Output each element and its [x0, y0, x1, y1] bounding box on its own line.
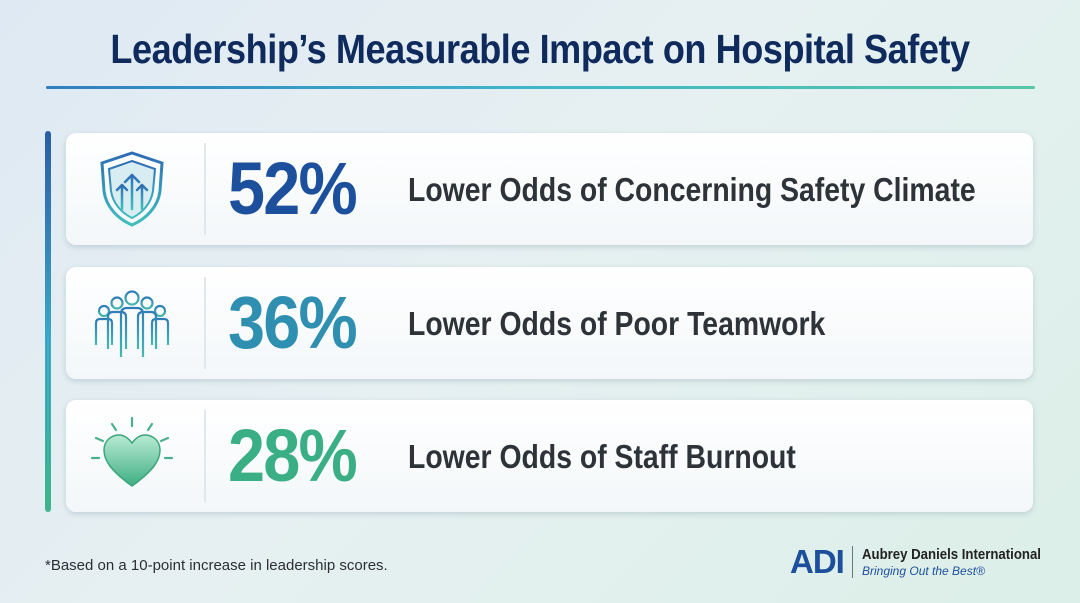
stat-value: 36% — [228, 281, 358, 364]
stat-label: Lower Odds of Concerning Safety Climate — [408, 171, 976, 208]
brand-name: Aubrey Daniels International — [862, 546, 1041, 563]
card-divider — [204, 277, 206, 369]
stat-value: 52% — [228, 147, 358, 230]
brand-tagline: Bringing Out the Best® — [862, 564, 985, 578]
stat-card-safety-climate: 52% Lower Odds of Concerning Safety Clim… — [66, 133, 1033, 245]
page-title: Leadership’s Measurable Impact on Hospit… — [110, 26, 970, 72]
card-divider — [204, 143, 206, 235]
stat-label: Lower Odds of Staff Burnout — [408, 438, 796, 475]
footnote: *Based on a 10-point increase in leaders… — [45, 557, 388, 574]
brand-divider — [852, 546, 853, 578]
glowing-heart-icon — [90, 414, 174, 498]
card-divider — [204, 410, 206, 502]
stat-card-teamwork: 36% Lower Odds of Poor Teamwork — [66, 267, 1033, 379]
brand-mark: ADI — [790, 543, 845, 580]
side-accent-bar — [45, 131, 51, 512]
title-underline — [46, 86, 1035, 89]
stat-card-burnout: 28% Lower Odds of Staff Burnout — [66, 400, 1033, 512]
team-people-icon — [90, 281, 174, 365]
stat-value: 28% — [228, 414, 358, 497]
shield-arrows-icon — [90, 147, 174, 231]
stat-label: Lower Odds of Poor Teamwork — [408, 305, 826, 342]
